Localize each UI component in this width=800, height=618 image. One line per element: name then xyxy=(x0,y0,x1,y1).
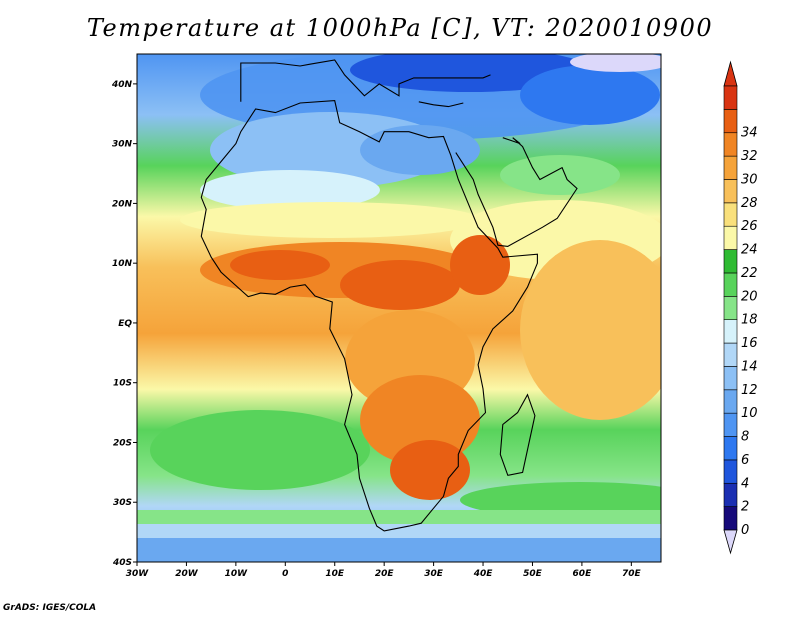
lon-tick-label: 0 xyxy=(282,569,288,579)
lon-tick-label: 70E xyxy=(622,569,642,579)
map-axes: 30W 20W 10W 0 10E 20E 30E 40E 50E 60E 70E 40N 30N 20N… xyxy=(111,80,642,579)
colorbar-level-label: 14 xyxy=(741,359,758,374)
colorbar-swatch xyxy=(723,506,738,531)
lat-tick-label: 40S xyxy=(112,558,132,568)
colorbar-level-label: 16 xyxy=(741,336,758,351)
lon-tick-label: 30W xyxy=(126,569,150,579)
lat-tick-label: 30N xyxy=(112,140,133,150)
colorbar-level-label: 8 xyxy=(741,430,749,445)
colorbar-swatch xyxy=(723,202,738,227)
coastline-arabia xyxy=(455,137,578,247)
colorbar-level-label: 10 xyxy=(741,406,758,421)
temperature-field xyxy=(137,54,661,562)
lat-tick-label: 20S xyxy=(113,438,132,448)
coastline-madagascar xyxy=(499,393,536,476)
lat-tick-label: 10S xyxy=(113,379,132,389)
coastline-europe xyxy=(240,59,491,102)
colorbar-swatch xyxy=(723,412,738,437)
lon-tick-label: 20E xyxy=(375,569,395,579)
coastline-turkey xyxy=(418,101,464,108)
colorbar-level-label: 24 xyxy=(741,243,758,258)
colorbar-under-triangle xyxy=(723,529,738,555)
colorbar-level-label: 12 xyxy=(741,383,758,398)
colorbar-level-label: 0 xyxy=(741,523,749,538)
colorbar-level-label: 20 xyxy=(741,289,758,304)
colorbar-level-label: 30 xyxy=(741,173,758,188)
colorbar-swatch xyxy=(723,389,738,414)
lat-tick-label: 30S xyxy=(113,498,132,508)
colorbar-level-label: 26 xyxy=(741,219,758,234)
colorbar-swatch xyxy=(723,272,738,297)
colorbar-level-label: 34 xyxy=(741,126,758,141)
colorbar-level-label: 32 xyxy=(741,149,758,164)
map-frame xyxy=(136,53,662,563)
lat-tick-label: 20N xyxy=(112,199,133,209)
colorbar-swatch xyxy=(723,225,738,250)
coastlines xyxy=(200,59,578,532)
coastline-africa xyxy=(200,100,538,532)
lat-tick-label: EQ xyxy=(118,319,132,329)
lon-tick-label: 40E xyxy=(473,569,494,579)
colorbar-level-label: 2 xyxy=(741,500,749,515)
colorbar-level-label: 22 xyxy=(741,266,758,281)
colorbar-swatch xyxy=(723,179,738,204)
colorbar-swatch xyxy=(723,249,738,274)
lon-tick-label: 10E xyxy=(325,569,345,579)
colorbar-swatch xyxy=(723,459,738,484)
colorbar-swatch xyxy=(723,436,738,461)
colorbar-level-label: 18 xyxy=(741,313,758,328)
map-title: Temperature at 1000hPa [C], VT: 20200109… xyxy=(86,14,714,42)
lon-tick-label: 20W xyxy=(175,569,199,579)
lat-tick-label: 40N xyxy=(111,80,133,90)
colorbar-swatch xyxy=(723,109,738,134)
lon-tick-label: 60E xyxy=(573,569,593,579)
colorbar-swatch xyxy=(723,366,738,391)
colorbar-level-label: 4 xyxy=(741,476,749,491)
lat-tick-label: 10N xyxy=(112,259,133,269)
lon-tick-label: 10W xyxy=(225,569,249,579)
grads-credit: GrADS: IGES/COLA xyxy=(3,603,97,613)
lon-tick-label: 50E xyxy=(523,569,543,579)
colorbar-level-label: 6 xyxy=(741,453,749,468)
colorbar-swatch xyxy=(723,482,738,507)
colorbar-level-label: 28 xyxy=(741,196,758,211)
colorbar-swatch xyxy=(723,319,738,344)
colorbar-swatch xyxy=(723,155,738,180)
colorbar-swatch xyxy=(723,132,738,157)
colorbar-swatch xyxy=(723,342,738,367)
colorbar-over-triangle xyxy=(723,60,738,87)
colorbar-swatch xyxy=(723,85,738,110)
lon-tick-label: 30E xyxy=(424,569,444,579)
colorbar-swatch xyxy=(723,296,738,320)
